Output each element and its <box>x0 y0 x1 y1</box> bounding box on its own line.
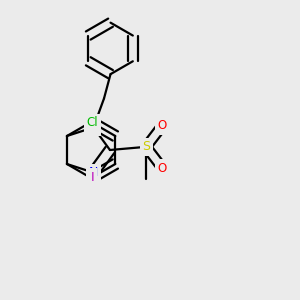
Text: Cl: Cl <box>87 116 98 129</box>
Text: O: O <box>158 161 167 175</box>
Text: N: N <box>89 166 98 179</box>
Text: N: N <box>89 121 98 134</box>
Text: S: S <box>142 140 150 153</box>
Text: O: O <box>158 119 167 132</box>
Text: I: I <box>91 171 94 184</box>
